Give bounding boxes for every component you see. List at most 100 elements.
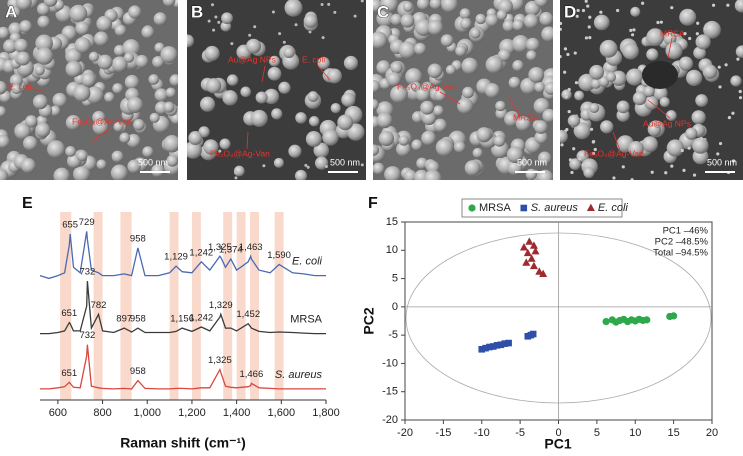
peak-label: 732 bbox=[79, 267, 95, 278]
sem-particle bbox=[234, 171, 238, 175]
sem-particle bbox=[414, 42, 427, 55]
x-tick-label: 1,200 bbox=[178, 407, 206, 419]
sem-particle bbox=[416, 0, 430, 10]
sem-particle bbox=[9, 6, 21, 19]
sem-particle bbox=[20, 158, 36, 174]
sem-particle bbox=[666, 139, 684, 157]
series-label: S. aureus bbox=[275, 369, 323, 381]
sem-particle bbox=[625, 68, 644, 86]
sem-particle bbox=[3, 39, 18, 54]
sem-particle bbox=[96, 15, 113, 32]
sem-particle bbox=[589, 103, 600, 114]
sem-particle bbox=[646, 28, 665, 47]
peak-label: 1,156 bbox=[170, 314, 194, 325]
sem-particle bbox=[574, 90, 585, 101]
sem-particle bbox=[420, 100, 435, 115]
sem-particle bbox=[567, 110, 571, 114]
sem-particle bbox=[622, 42, 639, 60]
sem-particle bbox=[583, 167, 595, 179]
annotation-arrow bbox=[29, 87, 46, 93]
point bbox=[522, 258, 531, 266]
sem-particle bbox=[111, 56, 128, 73]
peak-label: 1,466 bbox=[239, 369, 263, 380]
panel-label: E bbox=[22, 195, 33, 212]
point bbox=[539, 269, 548, 278]
legend-label: S. aureus bbox=[531, 202, 579, 214]
sem-particle bbox=[32, 94, 48, 110]
annotation: Fe₃O₄@Ag-Van bbox=[397, 81, 457, 91]
sem-particle bbox=[580, 128, 584, 133]
sem-particle bbox=[703, 20, 721, 39]
sem-particle bbox=[593, 147, 597, 152]
sem-particle bbox=[204, 45, 220, 62]
point bbox=[482, 344, 489, 352]
sem-particle bbox=[76, 150, 88, 162]
sem-particle bbox=[341, 92, 356, 107]
sem-particle bbox=[92, 119, 109, 135]
sem-particle bbox=[333, 10, 337, 14]
peak-label: 1,325 bbox=[208, 242, 232, 253]
sem-particle bbox=[415, 86, 431, 102]
sem-particle bbox=[308, 30, 312, 34]
peak-label: 958 bbox=[130, 366, 146, 377]
sem-particle bbox=[187, 34, 195, 48]
sem-particle bbox=[154, 88, 168, 102]
sem-particle bbox=[665, 42, 683, 60]
annotation: Au@Ag NPs bbox=[228, 54, 276, 64]
sem-particle bbox=[485, 55, 504, 74]
sem-particle bbox=[485, 13, 499, 27]
sem-particle bbox=[692, 173, 697, 177]
sem-particle bbox=[233, 165, 245, 177]
sem-particle bbox=[53, 167, 70, 180]
peak-label: 1,463 bbox=[239, 242, 263, 253]
sem-particle bbox=[599, 10, 603, 14]
sem-particle bbox=[688, 36, 692, 41]
sem-particle bbox=[716, 152, 720, 156]
sem-particle bbox=[166, 154, 178, 167]
sem-particle bbox=[222, 90, 238, 106]
sem-particle bbox=[584, 0, 588, 3]
peak-label: 1,325 bbox=[208, 355, 232, 366]
sem-particle bbox=[600, 120, 614, 134]
sem-particle bbox=[567, 87, 571, 92]
sem-particle bbox=[731, 159, 736, 163]
sem-particle bbox=[22, 135, 38, 151]
point bbox=[670, 312, 678, 320]
sem-particle bbox=[163, 101, 175, 113]
sem-particle bbox=[727, 116, 732, 120]
sem-particle bbox=[568, 158, 573, 162]
sem-particle bbox=[360, 163, 364, 167]
sem-particle bbox=[629, 28, 633, 32]
sem-particle bbox=[628, 140, 644, 157]
sem-particle bbox=[460, 18, 472, 30]
sem-particle bbox=[402, 1, 414, 12]
annotation: Fe₃O₄@Ag-Van bbox=[584, 148, 644, 158]
sem-particle bbox=[647, 123, 662, 137]
sem-particle bbox=[616, 8, 620, 13]
point bbox=[527, 254, 536, 262]
sem-particle bbox=[643, 85, 655, 98]
sem-particle bbox=[718, 85, 722, 89]
sem-particle bbox=[475, 13, 486, 25]
sem-particle bbox=[218, 149, 222, 153]
spectrum-line bbox=[40, 344, 326, 390]
sem-particle bbox=[119, 132, 131, 144]
sem-particle bbox=[234, 176, 238, 180]
sem-particle bbox=[65, 114, 81, 131]
sem-particle bbox=[459, 8, 471, 20]
sem-particle bbox=[738, 96, 743, 100]
sem-particle bbox=[390, 85, 408, 104]
annotation: Fe₃O₄@Ag-Van bbox=[210, 148, 270, 158]
sem-particle bbox=[65, 60, 82, 78]
sem-particle bbox=[511, 35, 530, 53]
sem-particle bbox=[263, 88, 280, 105]
sem-particle bbox=[373, 162, 385, 175]
sem-particle bbox=[686, 69, 703, 87]
sem-particle bbox=[573, 51, 577, 55]
annotation-arrow bbox=[261, 65, 266, 83]
sem-particle bbox=[163, 135, 178, 153]
sem-particle bbox=[112, 83, 124, 94]
annotation-arrow bbox=[612, 131, 621, 151]
sem-particle bbox=[126, 96, 144, 113]
